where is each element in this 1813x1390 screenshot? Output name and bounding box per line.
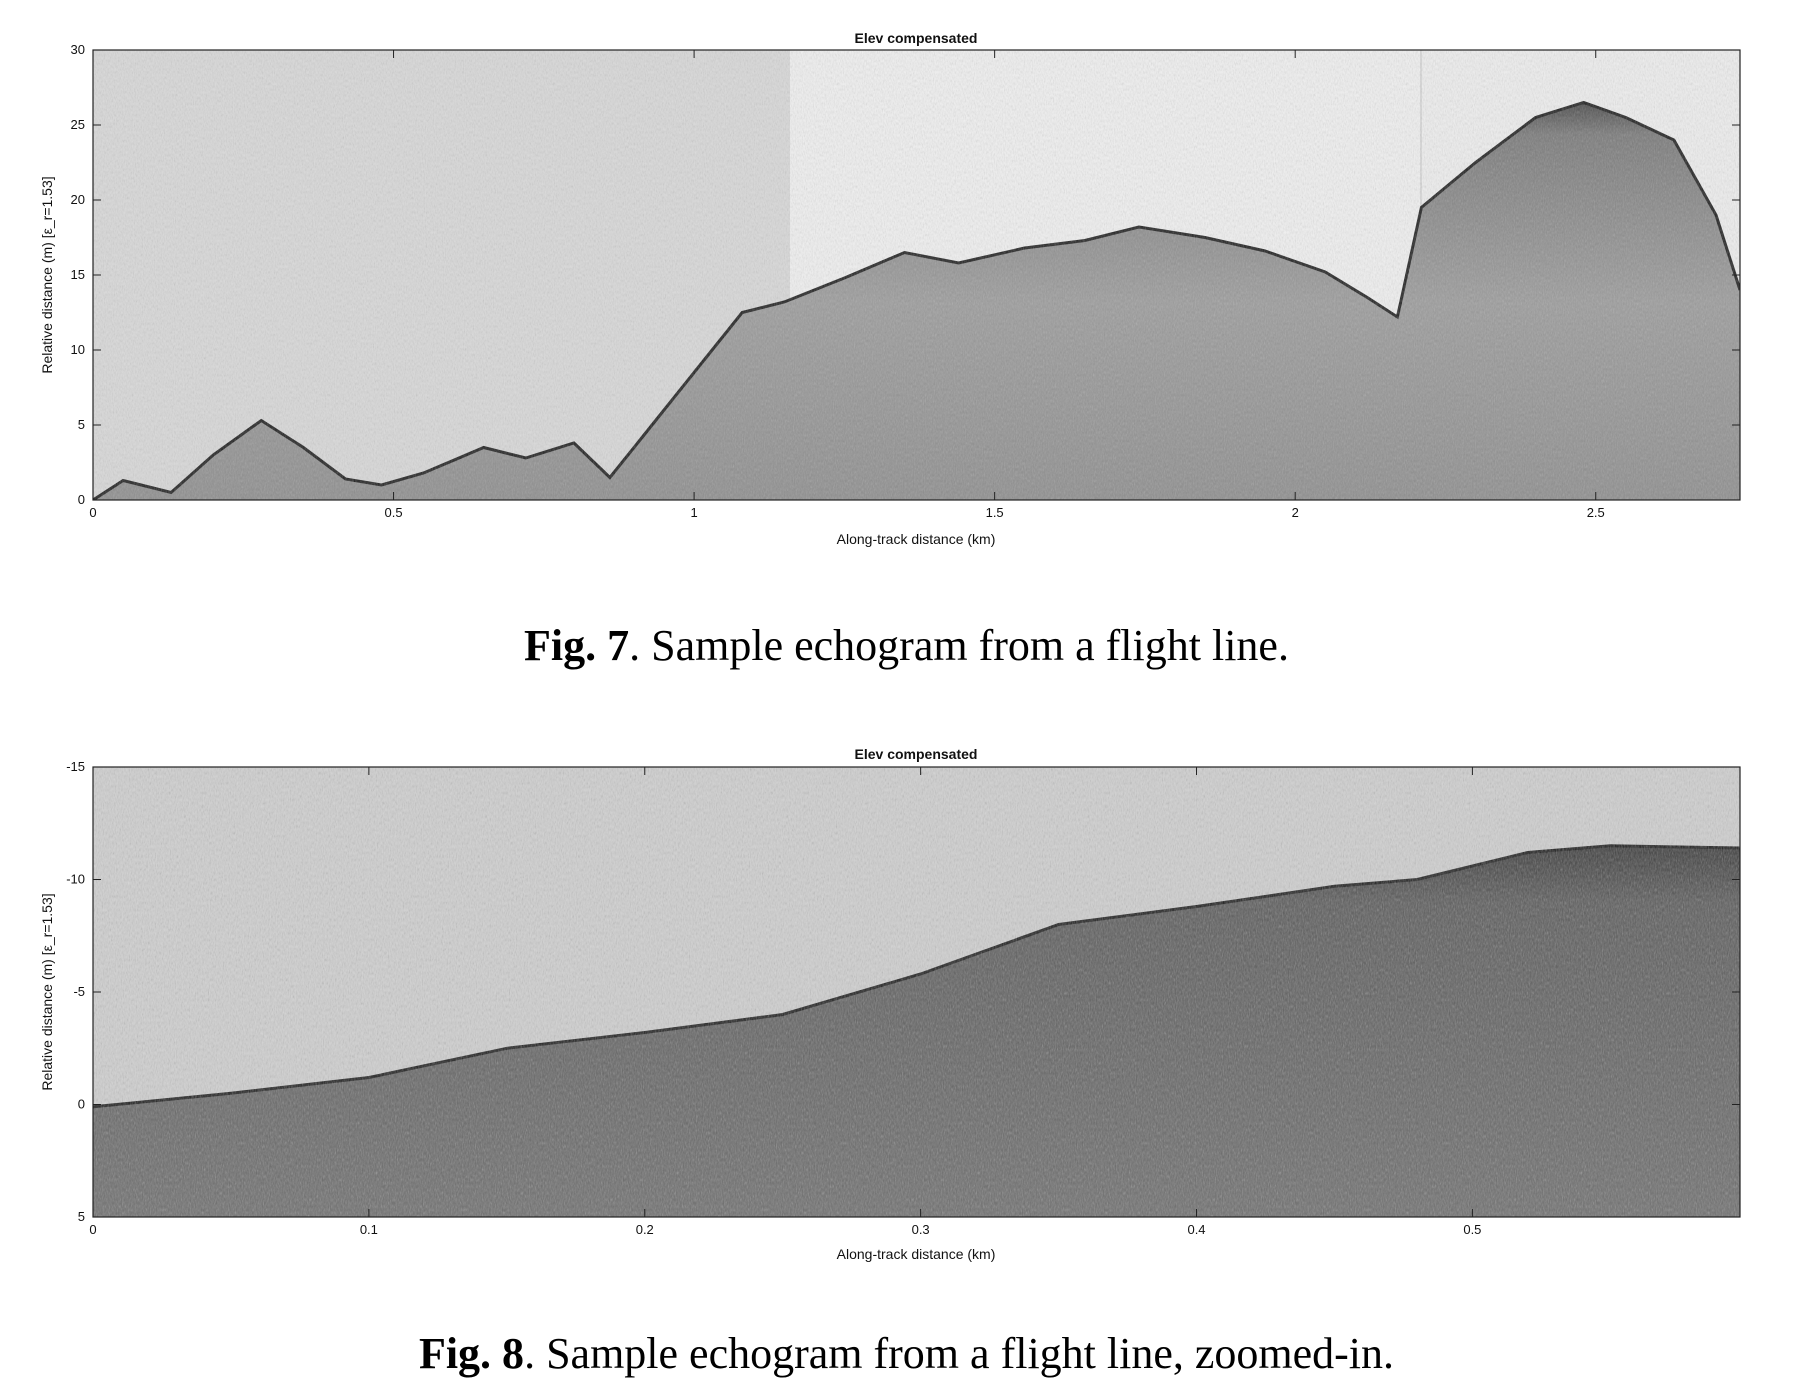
- y-axis: 0 5 10 15 20 25 30: [71, 42, 1740, 507]
- y-tick-label: -10: [66, 872, 85, 887]
- x-tick-label: 0.4: [1187, 1222, 1205, 1237]
- y-axis-title: Relative distance (m) [ε_r=1.53]: [39, 893, 55, 1090]
- figure-caption: Fig. 7. Sample echogram from a flight li…: [0, 620, 1813, 671]
- y-axis: -15 -10 -5 0 5: [66, 759, 1740, 1224]
- x-axis-title: Along-track distance (km): [837, 531, 996, 547]
- figure-8: Elev compensated 0 0.1 0.2 0.3 0.4 0.5 -15 -10…: [0, 712, 1813, 1390]
- x-tick-label: 0.5: [1463, 1222, 1481, 1237]
- caption-label: Fig. 7: [524, 621, 630, 670]
- x-tick-label: 1.5: [986, 505, 1004, 520]
- echogram-chart-1: Elev compensated 0 0.5 1 1.5 2 2.5 0 5 10 15 20 25…: [39, 30, 1741, 547]
- x-tick-label: 0.1: [360, 1222, 378, 1237]
- plot-title: Elev compensated: [855, 746, 978, 762]
- x-tick-label: 0.3: [912, 1222, 930, 1237]
- echogram-chart-2: Elev compensated 0 0.1 0.2 0.3 0.4 0.5 -15 -10…: [39, 746, 1741, 1262]
- y-tick-label: 10: [71, 342, 85, 357]
- y-tick-label: 30: [71, 42, 85, 57]
- x-tick-label: 2.5: [1587, 505, 1605, 520]
- caption-label: Fig. 8: [418, 1329, 525, 1378]
- x-tick-label: 0: [89, 1222, 96, 1237]
- echogram-image: [93, 767, 1740, 1217]
- plot-title: Elev compensated: [855, 30, 978, 46]
- x-axis: 0 0.1 0.2 0.3 0.4 0.5: [89, 767, 1481, 1237]
- y-tick-label: -15: [66, 759, 85, 774]
- x-tick-label: 0.5: [385, 505, 403, 520]
- figure-7: Elev compensated 0 0.5 1 1.5 2 2.5 0 5 10 15 20 25…: [0, 30, 1813, 671]
- y-tick-label: 15: [71, 267, 85, 282]
- caption-text: . Sample echogram from a flight line, zo…: [524, 1329, 1395, 1378]
- y-tick-label: 5: [78, 417, 85, 432]
- figure-caption: Fig. 8. Sample echogram from a flight li…: [0, 1328, 1813, 1379]
- x-tick-label: 0.2: [636, 1222, 654, 1237]
- y-tick-label: 5: [78, 1209, 85, 1224]
- x-axis-title: Along-track distance (km): [837, 1246, 996, 1262]
- y-tick-label: 0: [78, 492, 85, 507]
- x-tick-label: 2: [1292, 505, 1299, 520]
- y-tick-label: -5: [73, 984, 85, 999]
- x-tick-label: 1: [690, 505, 697, 520]
- x-tick-label: 0: [89, 505, 96, 520]
- y-axis-title: Relative distance (m) [ε_r=1.53]: [39, 176, 55, 373]
- caption-text: . Sample echogram from a flight line.: [629, 621, 1289, 670]
- echogram-image: [93, 50, 1740, 500]
- y-tick-label: 25: [71, 117, 85, 132]
- y-tick-label: 20: [71, 192, 85, 207]
- x-axis: 0 0.5 1 1.5 2 2.5: [89, 50, 1605, 520]
- y-tick-label: 0: [78, 1097, 85, 1112]
